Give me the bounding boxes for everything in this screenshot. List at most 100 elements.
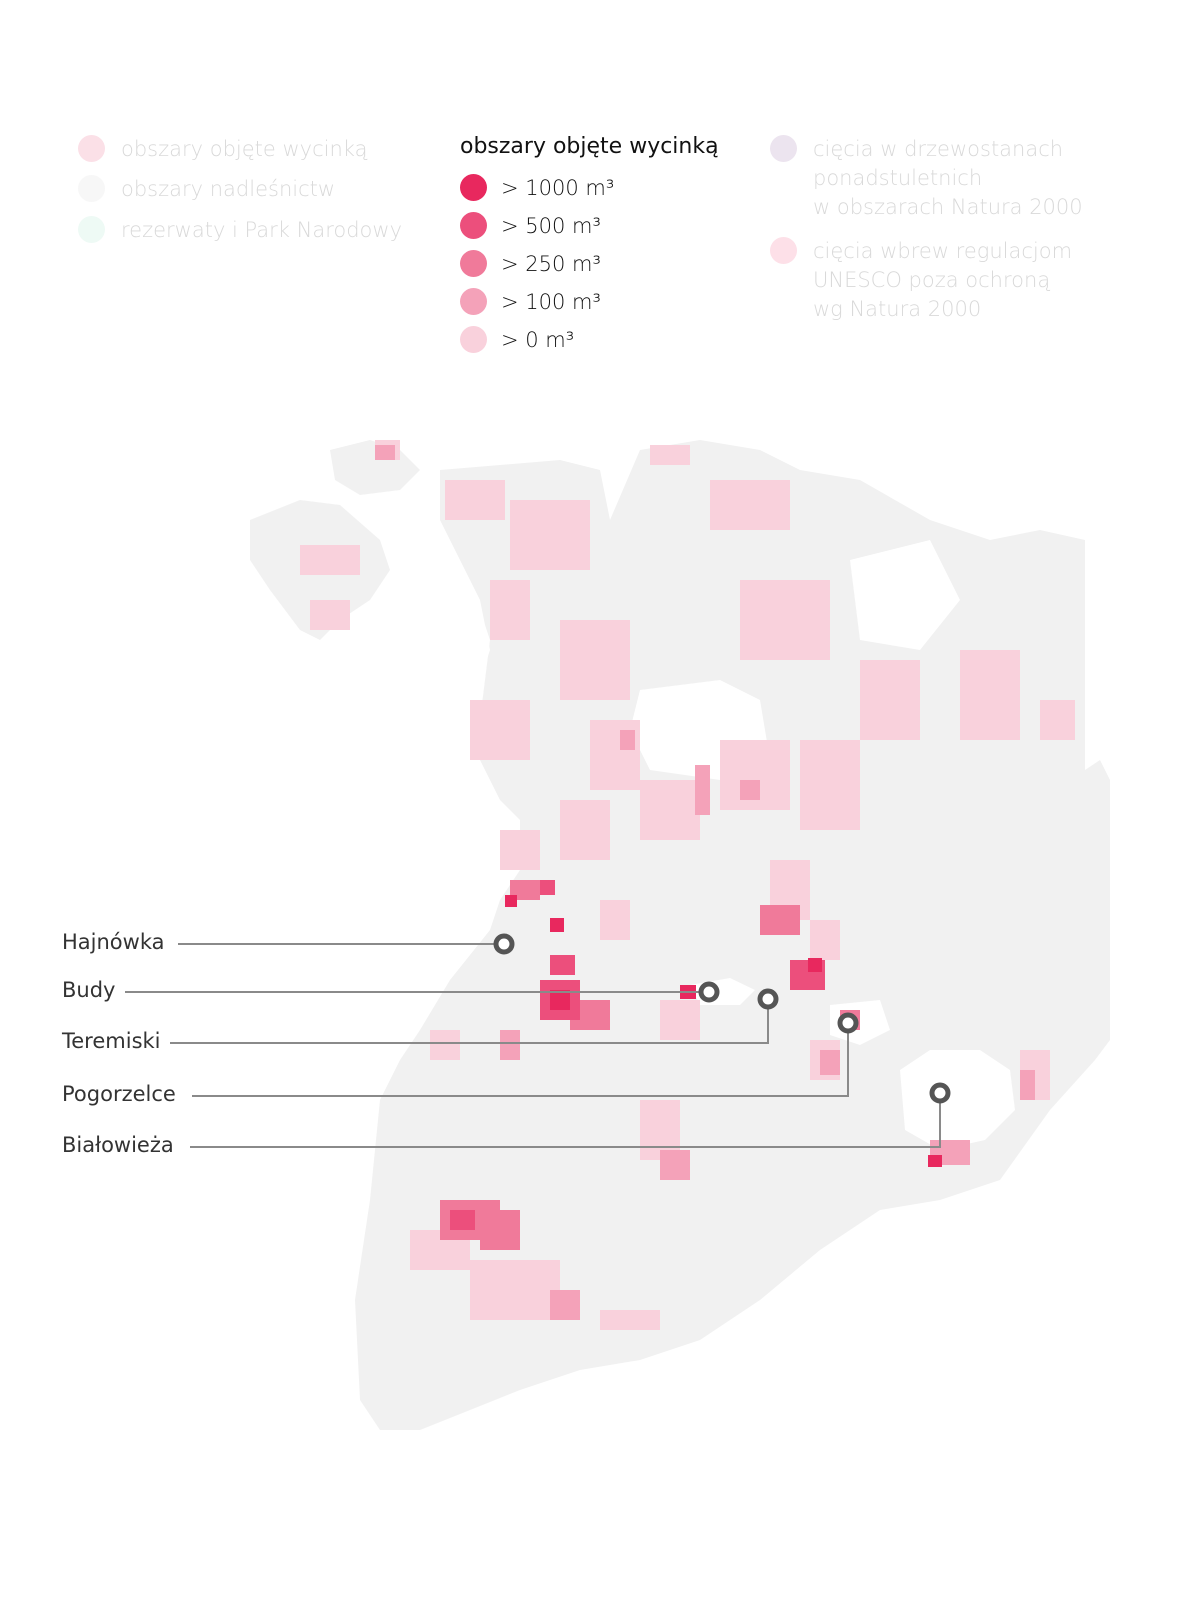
legend-swatch [78, 135, 105, 162]
legend-label: > 1000 m³ [501, 176, 615, 200]
cut-patch [300, 545, 360, 575]
cut-patch [650, 445, 690, 465]
legend-label-line: wg Natura 2000 [813, 297, 982, 321]
clearing-west [380, 580, 490, 850]
legend-label: cięcia wbrew regulacjom UNESCO poza ochr… [813, 237, 1072, 324]
leader-bialowieza [190, 1093, 941, 1148]
cut-patch [928, 1155, 942, 1167]
cut-patch [550, 990, 570, 1010]
legend-label-line: cięcia w drzewostanach [813, 137, 1064, 161]
cut-patch [695, 765, 710, 815]
legend-swatch [770, 237, 797, 264]
cut-patch [375, 445, 395, 460]
legend-label-line: ponadstuletnich [813, 166, 983, 190]
cut-patch [445, 480, 505, 520]
legend-swatch [770, 135, 797, 162]
cut-patch [470, 1260, 560, 1320]
cut-patch [500, 830, 540, 870]
town-label-pogorzelce: Pogorzelce [62, 1082, 176, 1106]
cut-patch [710, 480, 790, 530]
legend-swatch [78, 175, 105, 202]
legend-item-cut-areas: obszary objęte wycinką [78, 135, 367, 164]
legend-item-0: > 0 m³ [460, 326, 574, 355]
town-markers [493, 933, 951, 1104]
clearing-bialowieza [900, 1050, 1015, 1150]
cut-patch [860, 660, 920, 740]
town-label-bialowieza: Białowieża [62, 1133, 174, 1157]
cut-patch [510, 500, 590, 570]
legend-label: > 100 m³ [501, 290, 601, 314]
legend-label-line: UNESCO poza ochroną [813, 268, 1051, 292]
legend-label-line: w obszarach Natura 2000 [813, 195, 1083, 219]
clearing-northeast [850, 540, 960, 650]
cut-patch [740, 780, 760, 800]
cut-patch [560, 620, 630, 700]
cut-areas [300, 440, 1075, 1330]
cut-patch [760, 905, 800, 935]
cut-patch [550, 918, 564, 932]
legend-item-500: > 500 m³ [460, 212, 601, 241]
legend-item-100: > 100 m³ [460, 288, 601, 317]
cut-patch [500, 1030, 520, 1060]
cut-patch [550, 1290, 580, 1320]
legend-item-1000: > 1000 m³ [460, 174, 614, 203]
legend-label: rezerwaty i Park Narodowy [121, 218, 402, 242]
cut-patch [960, 650, 1020, 740]
legend-swatch [460, 250, 487, 277]
cut-patch [540, 880, 555, 895]
cut-patch [800, 740, 860, 830]
legend-label: cięcia w drzewostanach ponadstuletnich w… [813, 135, 1083, 222]
cut-patch [810, 920, 840, 960]
legend-label: > 250 m³ [501, 252, 601, 276]
cut-patch [510, 880, 540, 900]
cut-patch [808, 958, 822, 972]
cut-patch [740, 580, 830, 660]
cut-patch [1040, 700, 1075, 740]
legend-item-250: > 250 m³ [460, 250, 601, 279]
leader-pogorzelce [192, 1023, 849, 1097]
cut-patch [660, 1150, 690, 1180]
cut-patch [600, 1310, 660, 1330]
forest-main-body [355, 440, 1110, 1430]
legend-swatch [460, 212, 487, 239]
legend-label: > 500 m³ [501, 214, 601, 238]
cut-patch [640, 780, 700, 840]
marker-hajnowka [493, 933, 515, 955]
cut-patch [820, 1050, 840, 1075]
legend-label-line: cięcia wbrew regulacjom [813, 239, 1073, 263]
cut-patch [450, 1210, 475, 1230]
cut-patch [560, 800, 610, 860]
land-area [250, 440, 1110, 1430]
legend-label: obszary nadleśnictw [121, 177, 336, 201]
marker-bialowieza [929, 1082, 951, 1104]
legend-swatch [460, 288, 487, 315]
cut-patch [660, 1000, 700, 1040]
cut-patch [470, 700, 530, 760]
marker-pogorzelce [837, 1012, 859, 1034]
town-label-hajnowka: Hajnówka [62, 930, 165, 954]
legend-label: obszary objęte wycinką [121, 137, 368, 161]
legend-label: > 0 m³ [501, 328, 575, 352]
legend-title: obszary objęte wycinką [460, 134, 719, 159]
cut-patch [600, 900, 630, 940]
cut-patch [430, 1030, 460, 1060]
cut-patch [550, 955, 575, 975]
marker-teremiski [757, 988, 779, 1010]
legend-item-reserves: rezerwaty i Park Narodowy [78, 216, 402, 245]
leader-lines [125, 943, 941, 1148]
legend-item-unesco: cięcia wbrew regulacjom UNESCO poza ochr… [770, 237, 1072, 324]
cut-areas-1000 [505, 895, 942, 1167]
marker-budy [698, 981, 720, 1003]
legend-item-old-stands: cięcia w drzewostanach ponadstuletnich w… [770, 135, 1083, 222]
cut-patch [490, 1210, 520, 1250]
leader-teremiski [170, 999, 769, 1044]
legend-swatch [460, 326, 487, 353]
cut-patch [310, 600, 350, 630]
cut-patch [1020, 1070, 1035, 1100]
town-label-budy: Budy [62, 978, 116, 1002]
legend-item-forest-districts: obszary nadleśnictw [78, 175, 335, 204]
cut-patch [620, 730, 635, 750]
legend-swatch [460, 174, 487, 201]
legend-swatch [78, 216, 105, 243]
